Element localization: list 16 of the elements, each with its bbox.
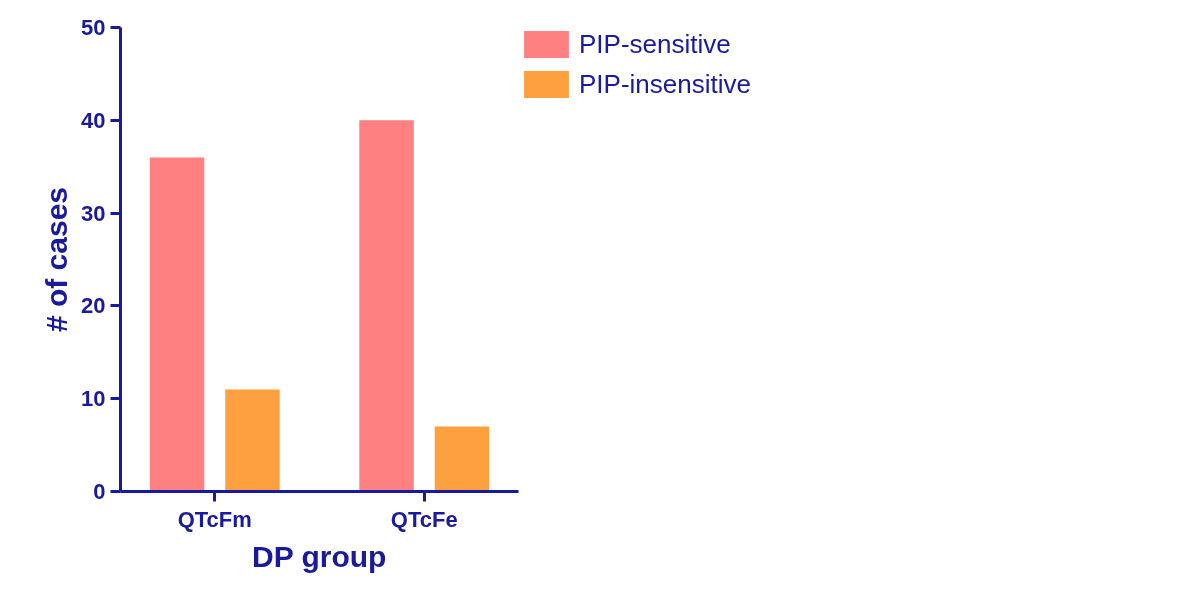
bar — [225, 389, 280, 492]
legend-label: PIP-sensitive — [579, 27, 731, 61]
y-axis-title: # of cases — [40, 186, 74, 333]
y-tick-label: 10 — [81, 386, 106, 412]
x-tick-label: QTcFm — [177, 506, 252, 532]
legend-label: PIP-insensitive — [579, 67, 751, 101]
bar — [434, 426, 490, 492]
y-tick-label: 30 — [81, 200, 106, 226]
x-tick-label: QTcFe — [390, 506, 458, 532]
bar — [149, 157, 205, 492]
y-tick-label: 0 — [93, 479, 106, 504]
y-tick-label: 20 — [81, 293, 106, 319]
y-tick-label: 50 — [81, 15, 106, 40]
y-tick-label: 40 — [81, 107, 106, 133]
bar — [359, 120, 414, 492]
x-axis-title: DP group — [252, 539, 387, 573]
